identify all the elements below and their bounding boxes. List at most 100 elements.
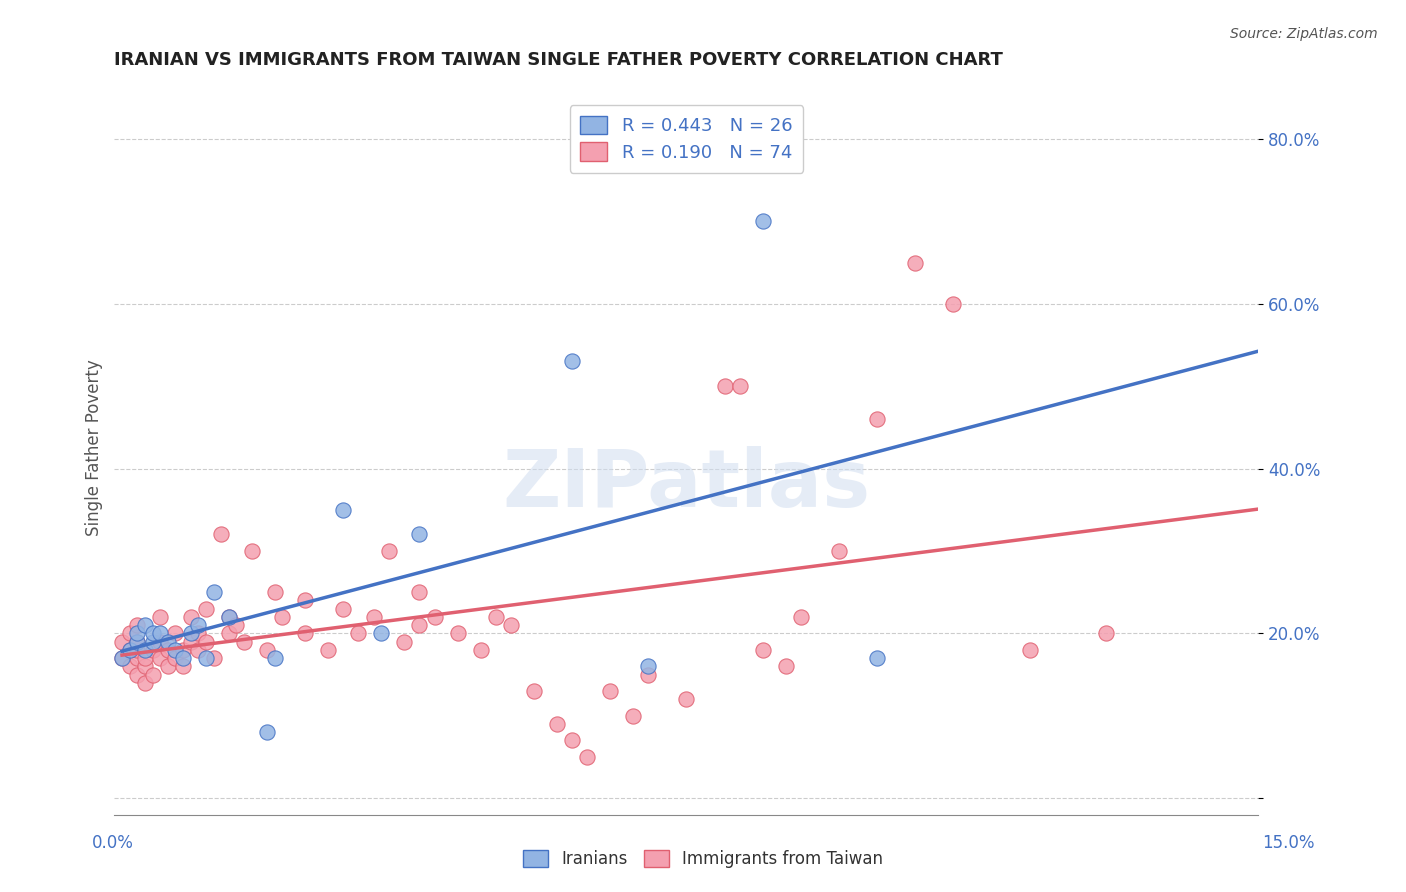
Point (134, 675, 156, 690)
Point (149, 651, 172, 665)
Point (790, 610, 813, 624)
Point (240, 544, 263, 558)
Point (149, 626, 172, 640)
Text: IRANIAN VS IMMIGRANTS FROM TAIWAN SINGLE FATHER POVERTY CORRELATION CHART: IRANIAN VS IMMIGRANTS FROM TAIWAN SINGLE… (114, 51, 1004, 69)
Point (165, 642, 187, 657)
Point (118, 642, 141, 657)
Point (149, 634, 172, 648)
Point (294, 593, 316, 607)
Point (233, 634, 256, 648)
Point (127, 634, 149, 648)
Point (904, 255, 927, 269)
Point (149, 610, 172, 624)
Point (156, 659, 179, 673)
Point (134, 618, 156, 632)
Point (751, 214, 773, 228)
Point (225, 618, 247, 632)
Point (134, 659, 156, 673)
Point (370, 626, 392, 640)
Point (127, 651, 149, 665)
Point (637, 659, 659, 673)
Point (332, 502, 354, 516)
Point (347, 626, 370, 640)
Point (180, 610, 202, 624)
Point (446, 626, 468, 640)
Point (485, 610, 508, 624)
Point (294, 626, 316, 640)
Point (134, 642, 156, 657)
Point (141, 634, 163, 648)
Point (271, 610, 294, 624)
Point (256, 725, 278, 739)
Point (942, 297, 965, 311)
Point (127, 667, 149, 681)
Point (499, 618, 522, 632)
Point (194, 601, 217, 615)
Point (118, 659, 141, 673)
Point (156, 634, 179, 648)
Point (134, 651, 156, 665)
Point (218, 610, 240, 624)
Point (172, 659, 194, 673)
Point (187, 618, 209, 632)
Point (363, 610, 385, 624)
Point (561, 733, 583, 747)
Point (866, 412, 889, 426)
Point (470, 642, 492, 657)
Point (408, 585, 430, 599)
Point (172, 642, 194, 657)
Point (751, 642, 773, 657)
Point (263, 651, 285, 665)
Point (218, 626, 240, 640)
Point (156, 642, 179, 657)
Point (1095, 626, 1118, 640)
Point (187, 642, 209, 657)
Point (332, 601, 354, 615)
Point (127, 626, 149, 640)
Point (194, 634, 217, 648)
Point (218, 610, 240, 624)
Y-axis label: Single Father Poverty: Single Father Poverty (86, 359, 103, 536)
Point (194, 651, 217, 665)
Point (828, 544, 851, 558)
Point (423, 610, 446, 624)
Point (127, 634, 149, 648)
Point (127, 618, 149, 632)
Point (202, 651, 225, 665)
Point (394, 634, 416, 648)
Text: 0.0%: 0.0% (91, 834, 134, 852)
Point (141, 667, 163, 681)
Point (118, 642, 141, 657)
Point (599, 684, 621, 698)
Point (141, 626, 163, 640)
Point (111, 634, 134, 648)
Point (546, 717, 568, 731)
Text: 15.0%: 15.0% (1263, 834, 1315, 852)
Point (172, 651, 194, 665)
Point (187, 626, 209, 640)
Point (316, 642, 339, 657)
Point (408, 527, 430, 541)
Point (111, 651, 134, 665)
Point (209, 527, 232, 541)
Legend: Iranians, Immigrants from Taiwan: Iranians, Immigrants from Taiwan (516, 843, 890, 875)
Text: Source: ZipAtlas.com: Source: ZipAtlas.com (1230, 27, 1378, 41)
Point (675, 692, 697, 706)
Point (561, 354, 583, 368)
Point (621, 708, 644, 723)
Point (408, 618, 430, 632)
Legend: R = 0.443   N = 26, R = 0.190   N = 74: R = 0.443 N = 26, R = 0.190 N = 74 (569, 105, 803, 173)
Point (775, 659, 797, 673)
Point (1018, 642, 1040, 657)
Point (378, 544, 401, 558)
Point (523, 684, 546, 698)
Point (141, 642, 163, 657)
Point (165, 651, 187, 665)
Point (118, 626, 141, 640)
Point (165, 626, 187, 640)
Point (111, 651, 134, 665)
Point (713, 379, 735, 393)
Point (180, 634, 202, 648)
Point (256, 642, 278, 657)
Point (180, 626, 202, 640)
